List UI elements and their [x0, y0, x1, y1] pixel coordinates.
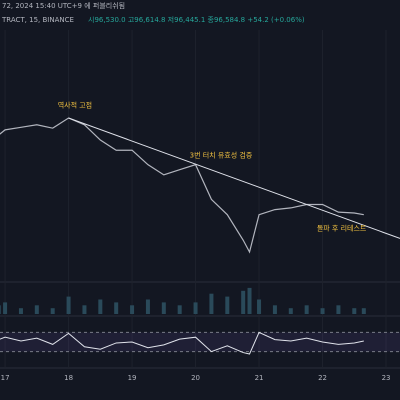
rsi-line [0, 331, 364, 355]
volume-bar [3, 302, 8, 314]
volume-bar [352, 308, 357, 314]
volume-bar [257, 299, 262, 314]
volume-bar [336, 305, 341, 314]
volume-bar [34, 305, 39, 314]
volume-bar [0, 305, 1, 314]
volume-bar [177, 305, 182, 314]
volume-bar [304, 305, 309, 314]
volume-bar [161, 302, 166, 314]
volume-bar [209, 293, 214, 314]
volume-bar [130, 305, 135, 314]
annotation: 역사적 고점 [58, 100, 92, 109]
volume-bar [193, 302, 198, 314]
chart-title: 72, 2024 15:40 UTC+9 에 퍼블리쉬됨 [2, 1, 125, 10]
price-line [0, 117, 364, 254]
x-tick-label: 19 [128, 374, 137, 382]
annotation: 3번 터치 유효성 검증 [190, 150, 253, 159]
ohlc: 시96,530.0 고96,614.8 저96,445.1 종96,584.8 … [88, 15, 305, 24]
volume-bar [98, 299, 103, 314]
x-tick-label: 22 [318, 374, 327, 382]
volume-bar [18, 308, 23, 314]
x-tick-label: 18 [64, 374, 73, 382]
volume-bar [145, 299, 150, 314]
volume-bar [288, 308, 293, 314]
volume-bar [82, 305, 87, 314]
volume-bar [225, 296, 230, 314]
x-tick-label: 23 [382, 374, 391, 382]
trendline [68, 117, 400, 239]
x-tick-label: 20 [191, 374, 200, 382]
volume-bar [66, 296, 71, 314]
x-tick-label: 17 [1, 374, 10, 382]
x-tick-label: 21 [255, 374, 264, 382]
volume-bar [361, 308, 366, 314]
volume-bar [241, 290, 246, 314]
volume-bar [247, 287, 252, 314]
volume-bar [114, 302, 119, 314]
symbol: TRACT, 15, BINANCE [1, 16, 74, 24]
annotation: 돌파 후 리테스트 [317, 223, 367, 232]
volume-bar [272, 305, 277, 314]
rsi-band [0, 332, 400, 352]
volume-bar [320, 308, 325, 314]
volume-bar [50, 308, 55, 314]
